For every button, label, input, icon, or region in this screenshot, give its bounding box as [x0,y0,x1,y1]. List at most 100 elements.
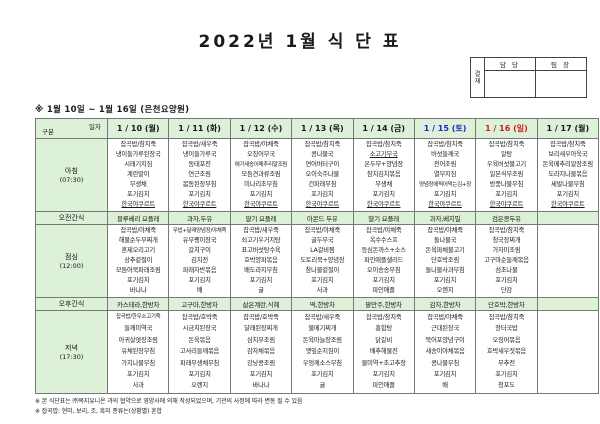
menu-item: 알탕 [500,151,513,158]
menu-item: 참나물겉절이 [305,267,340,274]
menu-item: 시금치된장국 [182,325,217,333]
menu-item: 호박새우젓볶음 [486,348,527,356]
menu-item: 참치김치볶음 [366,171,401,178]
menu-item: 배추해물전 [369,348,398,356]
menu-item: 유채된장무침 [121,348,155,356]
approval-header-staff: 담 당 [484,57,536,71]
menu-item: 청포도 [498,382,515,390]
menu-item: 포기김치 [188,277,211,284]
menu-item: 포기김치 [127,191,150,198]
meal-cell [536,211,600,225]
menu-item: 오렌지 [191,382,208,390]
menu-item: 잡곡밥/새우죽 [304,314,341,321]
row-label: 오후간식 [35,297,108,311]
menu-item: 버섯들깨국 [431,151,460,158]
menu-item: 새송이야채볶음 [425,348,465,356]
menu-item: 단호박,한방차 [488,301,525,309]
corner-date-label: 일자 [89,123,101,131]
approval-box: 결재 담 당 팀 장 [470,57,587,98]
menu-item: 카스테라,한방차 [117,301,160,309]
corner-category-label: 구분 [42,128,54,136]
meal-name: 점심 [65,253,78,261]
approval-sign-cell [535,70,587,98]
menu-item: 들깨미역국 [124,325,153,333]
menu-item: 바나나 [129,287,147,294]
menu-item: 돈육메추리알장조림 [542,161,594,168]
menu-item: 돈육마늘장조림 [302,336,342,344]
menu-item: 아귀살엿장조림 [118,336,158,344]
menu-item: 청국장찌개 [492,237,521,244]
meal-cell: 잡곡밥/참치죽 홍합탕 닭갈비 배추해물전 물미역+초고추장 포기김치 파인애플 [352,310,415,394]
menu-table: 일자 구분 1 / 10 (월) 1 / 11 (화) 1 / 12 (수) 1 / 13… [35,118,600,394]
meal-row: 점심 (12:00) 잡곡밥/야채죽 해물순두부찌개 훈제오리고기 상추겉절이 모둠어묵파래… [35,224,600,298]
menu-item: 보리새우아욱국 [548,151,588,158]
menu-item: 방풍나물무침 [489,181,524,188]
menu-item: 오징어무국 [246,151,275,158]
menu-item: 잡곡밥/새우죽 [181,141,218,148]
menu-item: 잡곡밥/한우소고기죽 [115,314,161,320]
meal-cell: 잡곡밥/참치죽 버섯들깨국 전어조림 열무지짐 양념장에찍어먹는김+장 포기김치 한국야쿠르… [413,138,477,212]
menu-item: 도토리묵+양념장 [300,257,345,264]
menu-item: 계란말이 [127,171,150,178]
menu-item: 포기김치 [433,371,457,379]
menu-item: 오이숙주나물 [305,171,340,178]
footnotes: ※ 본 식단표는 ㈜복지유니온 과의 협약으로 영양사에 의해 작성되었으며, … [35,397,302,417]
meal-time: (12:00) [59,262,84,270]
meal-cell: 감자,한방차 [413,297,477,311]
menu-item: 강낭콩조림 [246,359,275,367]
date-header: 1 / 12 (수) [229,118,293,139]
menu-item: 한국야쿠르트 [366,201,401,208]
menu-item: 해물순두부찌개 [118,237,158,244]
meal-cell [536,310,600,394]
menu-item: 섬초나물 [495,267,518,274]
menu-item: 포기김치 [249,191,273,198]
menu-item: 잡곡밥/야채죽 [427,314,463,321]
meal-cell: 잡곡밥/야채죽 옥수수스프 등심돈까스+소스 파인애플샐러드 오이송송무침 포기김치 파인애… [352,224,415,298]
row-label: 아침 (07:30) [35,138,108,212]
menu-item: 잡곡밥/야채죽 [365,227,402,234]
menu-item: 포기김치 [433,191,457,198]
menu-item: 시래기지짐 [124,161,153,168]
menu-item: 삼치무조림 [246,336,275,344]
menu-item: 잡곡밥/야채죽 [243,141,279,148]
menu-item: 잡곡밥/새우죽 [243,227,279,234]
menu-item: 배 [442,382,448,390]
meal-cell: 과자,베지밀 [413,211,477,225]
meal-cell: 과자,두유 [168,211,231,225]
meal-row: 아침 (07:30) 잡곡밥/참치죽 냉이들가루된장국 시래기지짐 계란말이 무생채 포기김치… [35,138,600,212]
menu-item: 한국야쿠르트 [551,201,585,208]
meal-cell: 잡곡밥/호박죽 시금치된장국 돈육볶음 고사리들깨볶음 파래무생채무침 포기김치 오렌지 [168,310,231,394]
menu-item: 포기김치 [249,371,273,379]
menu-item: 배도라지무침 [244,267,278,274]
menu-item: 물메기찌개 [308,325,337,333]
menu-item: 홍합탕 [375,325,393,333]
menu-item: 연근조림 [188,171,211,178]
meal-name: 오후간식 [58,300,85,308]
meal-row: 오전간식 블루베리 요플레 과자,두유 딸기 요플레 아몬드 두유 딸기 요플레 과자,베지… [35,211,600,225]
menu-item: 단감 [500,287,513,294]
meal-cell: 딸기 요플레 [352,211,415,225]
menu-item: 등심돈까스+소스 [361,247,406,254]
menu-item: 달래된장찌개 [244,325,278,333]
meal-cell [536,297,600,311]
menu-item: 모듬견과류조림 [241,171,281,178]
menu-item: 포기김치 [188,191,211,198]
menu-item: 잡곡밥/야채죽 [304,227,341,234]
meal-cell: 잡곡밥/새우죽 냉이들가루국 동태포전 연근조림 봄동된장무침 포기김치 한국야쿠르트 [168,138,231,212]
meal-cell: 잡곡밥/새우죽 물메기찌개 돈육마늘장조림 깻잎순지짐이 우엉깨소스무침 포기김치 귤 [291,310,354,394]
meal-name: 오전간식 [58,214,85,222]
meal-cell: 고구마,한방차 [168,297,231,311]
menu-item: 냉이들가루된장국 [115,151,161,158]
page-title: 2022년 1월 식 단 표 [198,32,402,52]
row-label: 저녁 (17:30) [35,310,108,394]
menu-item: 콩나물무침 [431,359,460,367]
menu-item: 훈제오리고기 [121,247,155,254]
menu-item: 애기새송이메추리알조림 [234,162,288,168]
menu-item: 깻잎순지짐이 [305,348,340,356]
menu-item: 포기김치 [311,371,334,379]
meal-cell: 검은콩두유 [475,211,538,225]
menu-item: 온두부+양념장 [364,161,403,168]
menu-item: 일본식무조림 [489,171,524,178]
menu-item: 포기김치 [556,191,580,198]
date-header: 1 / 11 (화) [168,118,231,139]
